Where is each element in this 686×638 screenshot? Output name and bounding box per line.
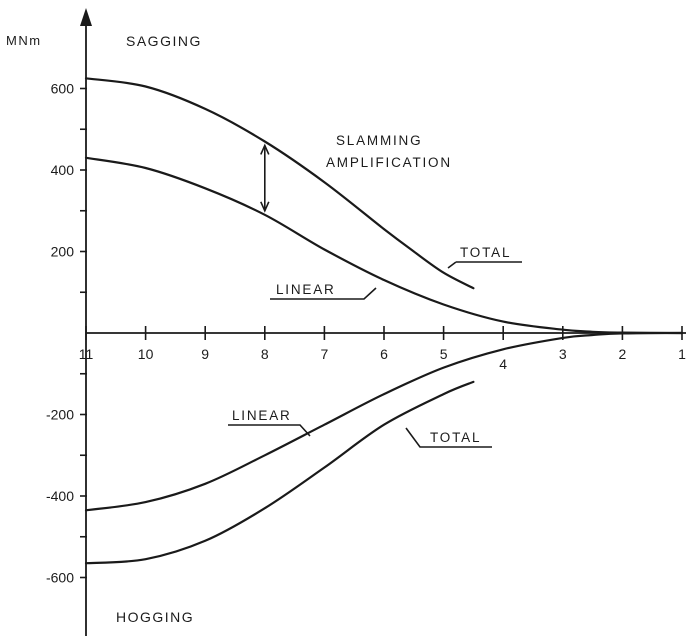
sag-total-leader (447, 261, 522, 269)
amplification-arrow-head-bottom (260, 201, 270, 213)
hogging-label: HOGGING (116, 609, 194, 625)
sag-total-label: TOTAL (460, 245, 511, 260)
ticks: 600 400 200 -200 -400 -600 11 10 9 8 7 6 5 4 3 2 1 (46, 81, 686, 586)
amplification-label: AMPLIFICATION (326, 155, 452, 170)
axes (80, 8, 686, 636)
x-tick-label: 6 (380, 346, 388, 362)
series-sagging-linear (84, 156, 684, 335)
x-tick-label: 10 (138, 346, 154, 362)
y-axis-unit: MNm (6, 33, 42, 48)
series-hogging-total (84, 380, 475, 565)
y-tick-label: 600 (51, 81, 75, 97)
hog-total-label: TOTAL (430, 430, 481, 445)
annotations: MNm SAGGING HOGGING SLAMMING AMPLIFICATI… (6, 33, 522, 625)
x-tick-label: 11 (79, 346, 94, 362)
x-tick-label: 8 (261, 346, 269, 362)
x-tick-label: 7 (321, 346, 329, 362)
series-sagging-total (84, 77, 475, 290)
sagging-label: SAGGING (126, 33, 202, 49)
hog-linear-leader (228, 424, 311, 437)
y-tick-label: -400 (46, 488, 74, 504)
x-tick-label: 4 (499, 356, 507, 372)
sag-linear-leader (270, 287, 377, 300)
x-tick-label: 2 (619, 346, 627, 362)
amplification-arrow-head-top (260, 143, 270, 155)
x-tick-label: 3 (559, 346, 567, 362)
y-tick-label: 400 (51, 162, 75, 178)
hog-linear-label: LINEAR (232, 408, 292, 423)
y-tick-label: -600 (46, 570, 74, 586)
y-axis-arrow (80, 8, 92, 26)
curves (84, 77, 684, 565)
x-tick-label: 1 (678, 346, 686, 362)
hog-total-leader (405, 427, 492, 448)
sag-linear-label: LINEAR (276, 282, 336, 297)
x-tick-label: 9 (201, 346, 209, 362)
x-tick-label: 5 (440, 346, 448, 362)
series-hogging-linear (84, 331, 684, 512)
y-tick-label: -200 (46, 407, 74, 423)
y-tick-label: 200 (51, 244, 75, 260)
slamming-label: SLAMMING (336, 133, 422, 148)
